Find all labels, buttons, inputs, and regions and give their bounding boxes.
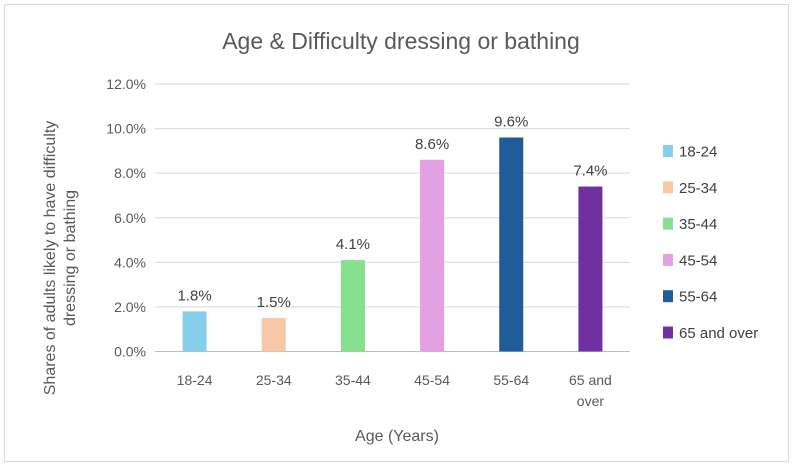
bar xyxy=(261,318,286,352)
y-tick-label: 8.0% xyxy=(114,165,146,181)
legend-label: 35-44 xyxy=(679,216,717,233)
y-tick-label: 0.0% xyxy=(114,344,146,360)
legend-swatch xyxy=(663,181,673,194)
chart-title: Age & Difficulty dressing or bathing xyxy=(222,28,580,54)
y-tick-label: 4.0% xyxy=(114,254,146,270)
x-tick-label: 25-34 xyxy=(256,372,292,388)
bar xyxy=(578,186,603,352)
x-tick-label: 18-24 xyxy=(177,372,213,388)
y-tick-label: 10.0% xyxy=(106,121,146,137)
y-axis-label-line: dressing or bathing xyxy=(62,190,79,326)
x-axis-label: Age (Years) xyxy=(355,428,439,445)
legend-swatch xyxy=(663,326,673,339)
chart-frame xyxy=(4,4,789,462)
y-axis-ticks: 0.0% 2.0% 4.0% 6.0% 8.0% 10.0% 12.0% xyxy=(106,76,146,360)
legend-label: 55-64 xyxy=(679,289,717,306)
x-tick-label: 35-44 xyxy=(335,372,371,388)
bar xyxy=(182,311,207,352)
legend-swatch xyxy=(663,145,673,157)
legend-label: 65 and over xyxy=(679,325,758,342)
x-axis-ticks: 18-24 25-34 35-44 45-54 55-64 65 and over xyxy=(177,372,612,409)
bars xyxy=(182,137,603,352)
data-labels: 1.8% 1.5% 4.1% 8.6% 9.6% 7.4% xyxy=(177,114,607,312)
gridlines xyxy=(155,83,630,352)
data-label: 9.6% xyxy=(494,114,528,131)
bar xyxy=(340,260,365,352)
bar xyxy=(499,137,524,352)
data-label: 1.5% xyxy=(257,294,291,311)
bar xyxy=(420,159,445,352)
legend-label: 18-24 xyxy=(679,144,717,161)
data-label: 7.4% xyxy=(573,163,607,180)
x-tick-label: 65 and xyxy=(569,372,612,388)
x-tick-label: 55-64 xyxy=(493,372,529,388)
x-tick-label: 45-54 xyxy=(414,372,450,388)
y-tick-label: 2.0% xyxy=(114,299,146,315)
legend-label: 45-54 xyxy=(679,252,717,269)
legend-swatch xyxy=(663,253,673,266)
x-tick-label: over xyxy=(577,393,605,409)
legend: 18-24 25-34 35-44 45-54 55-64 65 and over xyxy=(663,144,758,342)
legend-swatch xyxy=(663,217,673,230)
data-label: 1.8% xyxy=(177,287,211,304)
legend-swatch xyxy=(663,290,673,303)
y-axis-label-line: Shares of adults likely to have difficul… xyxy=(42,121,59,396)
y-tick-label: 12.0% xyxy=(106,76,146,92)
data-label: 8.6% xyxy=(415,136,449,153)
y-tick-label: 6.0% xyxy=(114,210,146,226)
legend-label: 25-34 xyxy=(679,180,717,197)
data-label: 4.1% xyxy=(336,236,370,253)
y-axis-label: Shares of adults likely to have difficul… xyxy=(42,121,79,396)
